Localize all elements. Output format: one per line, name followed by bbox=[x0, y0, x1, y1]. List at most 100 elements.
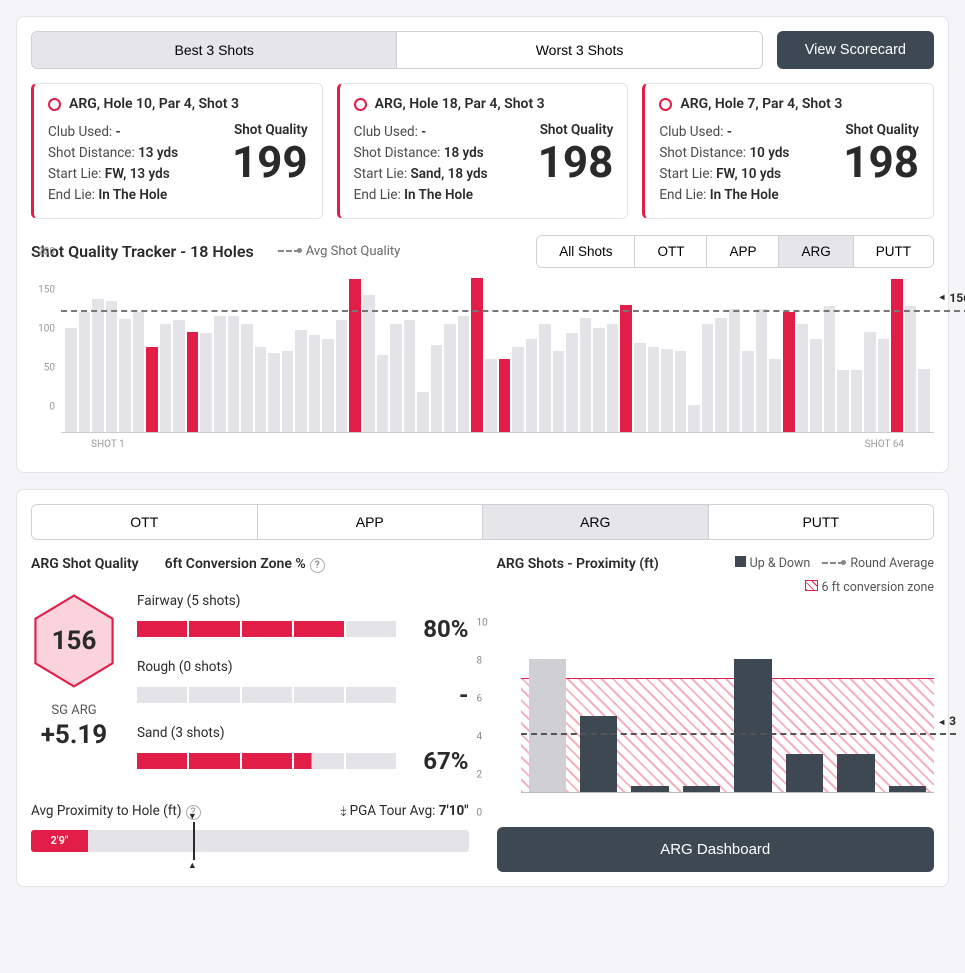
tracker-tab-arg[interactable]: ARG bbox=[779, 236, 853, 267]
tracker-bar[interactable] bbox=[363, 295, 375, 432]
proximity-bar-item[interactable] bbox=[837, 754, 874, 792]
bottom-tab-ott[interactable]: OTT bbox=[32, 505, 258, 539]
tracker-bar[interactable] bbox=[566, 333, 578, 432]
tracker-bar[interactable] bbox=[593, 328, 605, 432]
tracker-bar[interactable] bbox=[742, 351, 754, 432]
sg-label: SG ARG bbox=[31, 703, 117, 718]
tracker-bar[interactable] bbox=[756, 309, 768, 432]
tab-best-shots[interactable]: Best 3 Shots bbox=[32, 32, 397, 68]
tracker-bar[interactable] bbox=[458, 316, 470, 432]
shot-card[interactable]: ARG, Hole 18, Par 4, Shot 3 Club Used: -… bbox=[337, 83, 629, 219]
tracker-bar[interactable] bbox=[485, 359, 497, 432]
tracker-bar[interactable] bbox=[634, 343, 646, 432]
tracker-tab-ott[interactable]: OTT bbox=[635, 236, 707, 267]
tracker-bar[interactable] bbox=[729, 309, 741, 432]
tracker-bar[interactable] bbox=[65, 328, 77, 432]
tracker-bar[interactable] bbox=[918, 369, 930, 432]
tracker-bar[interactable] bbox=[241, 324, 253, 432]
proximity-chart: 0246810 3 bbox=[497, 603, 935, 813]
proximity-bar-item[interactable] bbox=[889, 786, 926, 792]
proximity-bar-item[interactable] bbox=[734, 659, 771, 791]
bottom-grid: ARG Shot Quality 6ft Conversion Zone %? … bbox=[31, 556, 934, 872]
tracker-bar[interactable] bbox=[133, 312, 145, 431]
pga-avg: ⤈ PGA Tour Avg: 7'10" bbox=[340, 803, 468, 820]
tracker-bar[interactable] bbox=[404, 320, 416, 432]
pga-marker bbox=[193, 822, 195, 860]
tracker-bar[interactable] bbox=[336, 320, 348, 432]
tracker-bar[interactable] bbox=[444, 324, 456, 432]
tracker-title: Shot Quality Tracker - 18 Holes bbox=[31, 242, 254, 261]
tracker-bar[interactable] bbox=[160, 324, 172, 432]
arg-dashboard-button[interactable]: ARG Dashboard bbox=[497, 827, 935, 872]
tracker-bar[interactable] bbox=[837, 370, 849, 432]
help-icon[interactable]: ? bbox=[310, 558, 325, 573]
tracker-bar[interactable] bbox=[79, 312, 91, 431]
view-scorecard-button[interactable]: View Scorecard bbox=[777, 31, 934, 69]
tracker-bar[interactable] bbox=[471, 278, 483, 431]
bottom-tab-arg[interactable]: ARG bbox=[483, 505, 709, 539]
tracker-bar[interactable] bbox=[377, 355, 389, 432]
tracker-bar[interactable] bbox=[702, 324, 714, 432]
tracker-bar[interactable] bbox=[891, 279, 903, 431]
tracker-bar[interactable] bbox=[878, 339, 890, 431]
tracker-bar[interactable] bbox=[715, 318, 727, 432]
proximity-bar-item[interactable] bbox=[631, 786, 668, 792]
tracker-tabs: All ShotsOTTAPPARGPUTT bbox=[536, 235, 934, 268]
shot-card[interactable]: ARG, Hole 7, Par 4, Shot 3 Club Used: - … bbox=[642, 83, 934, 219]
tracker-bar[interactable] bbox=[92, 299, 104, 431]
tracker-bar[interactable] bbox=[512, 347, 524, 432]
tracker-bar[interactable] bbox=[268, 353, 280, 432]
bottom-tab-app[interactable]: APP bbox=[258, 505, 484, 539]
tracker-bar[interactable] bbox=[688, 405, 700, 432]
tracker-bar[interactable] bbox=[309, 335, 321, 431]
tracker-bar[interactable] bbox=[106, 301, 118, 432]
proximity-bar-item[interactable] bbox=[683, 786, 720, 792]
tracker-bar[interactable] bbox=[200, 333, 212, 432]
tracker-bar[interactable] bbox=[295, 330, 307, 432]
tracker-bar[interactable] bbox=[648, 347, 660, 432]
tracker-bar[interactable] bbox=[431, 345, 443, 431]
tracker-bar[interactable] bbox=[675, 351, 687, 432]
tracker-tab-putt[interactable]: PUTT bbox=[854, 236, 933, 267]
tracker-bar[interactable] bbox=[905, 306, 917, 432]
shot-card[interactable]: ARG, Hole 10, Par 4, Shot 3 Club Used: -… bbox=[31, 83, 323, 219]
tracker-bar[interactable] bbox=[526, 339, 538, 431]
tracker-bar[interactable] bbox=[783, 312, 795, 432]
tracker-bar[interactable] bbox=[580, 318, 592, 432]
proximity-legend: Up & Down Round Average bbox=[735, 556, 934, 571]
bottom-tab-putt[interactable]: PUTT bbox=[709, 505, 934, 539]
proximity-bar-item[interactable] bbox=[786, 754, 823, 792]
tracker-bar[interactable] bbox=[255, 347, 267, 432]
tracker-bar[interactable] bbox=[187, 332, 199, 432]
tracker-bar[interactable] bbox=[146, 347, 158, 432]
tracker-bar[interactable] bbox=[499, 359, 511, 432]
tracker-bar[interactable] bbox=[390, 324, 402, 432]
conversion-row: Fairway (5 shots) 80% bbox=[137, 593, 469, 643]
tracker-bar[interactable] bbox=[417, 392, 429, 432]
detail-card: OTTAPPARGPUTT ARG Shot Quality 6ft Conve… bbox=[16, 489, 949, 887]
tracker-bar[interactable] bbox=[119, 319, 131, 432]
tracker-bar[interactable] bbox=[173, 320, 185, 432]
tracker-bar[interactable] bbox=[607, 324, 619, 432]
tracker-bar[interactable] bbox=[797, 324, 809, 432]
tracker-bar[interactable] bbox=[810, 339, 822, 431]
tracker-bar[interactable] bbox=[349, 279, 361, 431]
tracker-bar[interactable] bbox=[769, 359, 781, 432]
proximity-bar-item[interactable] bbox=[529, 659, 566, 791]
tracker-bar[interactable] bbox=[228, 316, 240, 432]
tracker-bar[interactable] bbox=[864, 332, 876, 432]
tracker-tab-all-shots[interactable]: All Shots bbox=[537, 236, 635, 267]
proximity-bar-item[interactable] bbox=[580, 716, 617, 792]
tracker-bar[interactable] bbox=[620, 305, 632, 432]
tracker-bar[interactable] bbox=[322, 339, 334, 431]
tracker-bar[interactable] bbox=[214, 316, 226, 432]
tab-worst-shots[interactable]: Worst 3 Shots bbox=[397, 32, 761, 68]
tracker-bar[interactable] bbox=[851, 370, 863, 432]
tracker-bar[interactable] bbox=[539, 324, 551, 432]
tracker-bar[interactable] bbox=[824, 306, 836, 432]
tracker-bar[interactable] bbox=[661, 349, 673, 432]
tracker-bar[interactable] bbox=[282, 351, 294, 432]
tracker-tab-app[interactable]: APP bbox=[707, 236, 779, 267]
tracker-bars-area: 156 bbox=[61, 278, 934, 433]
tracker-bar[interactable] bbox=[553, 351, 565, 432]
